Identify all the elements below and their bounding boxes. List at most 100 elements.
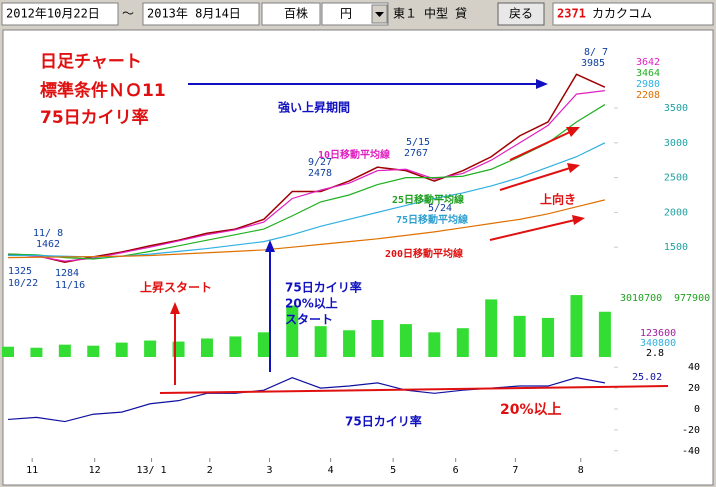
arrow-head — [572, 215, 585, 225]
price-label: 2478 — [308, 168, 332, 179]
ma-value: 3464 — [636, 68, 660, 79]
y-tick-label: 3000 — [664, 138, 688, 149]
arrow — [509, 131, 571, 161]
x-tick-label: 2 — [207, 465, 213, 476]
x-tick-label: 12 — [89, 465, 101, 476]
y-tick-label: 0 — [694, 404, 700, 415]
x-tick-label: 4 — [328, 465, 334, 476]
price-label: 5/24 — [428, 203, 452, 214]
series-line — [7, 377, 606, 423]
ma-label: 75日移動平均線 — [396, 213, 468, 226]
price-label: 8/ 7 — [584, 47, 608, 58]
ma-label: 25日移動平均線 — [392, 193, 464, 206]
plot: 1500 2000 2500 3000 3500 11 12 13/ 1 2 3 4 5 6 7 8 40 20… — [2, 73, 700, 476]
arrow — [499, 167, 571, 191]
volume-value: 123600 — [640, 328, 676, 339]
to-box[interactable] — [142, 2, 260, 26]
volume-bar — [115, 342, 128, 357]
series-line — [7, 73, 606, 263]
arrow-head — [567, 163, 580, 173]
y-tick-label: 40 — [688, 362, 700, 373]
back-button[interactable] — [497, 2, 545, 26]
stock-box — [552, 2, 714, 26]
volume-bar — [2, 346, 14, 357]
volume-bar — [229, 336, 242, 357]
arrow-head — [265, 240, 275, 252]
stock-code: 2371 — [557, 7, 586, 21]
from-box[interactable] — [1, 2, 119, 26]
volume-bar — [456, 328, 469, 357]
volume-bar — [399, 324, 412, 357]
series-line — [7, 90, 605, 262]
separator: ～ — [122, 7, 134, 21]
x-tick-label: 5 — [390, 465, 396, 476]
price-label: 10/22 — [8, 278, 38, 289]
volume-bar — [513, 315, 526, 357]
currency: 円 — [340, 7, 352, 21]
note: 上向き — [540, 192, 576, 207]
volume-bar — [286, 305, 299, 357]
volume-bar — [570, 295, 583, 357]
price-label: 9/27 — [308, 157, 332, 168]
threshold-line — [159, 385, 669, 394]
volume-bar — [371, 319, 384, 357]
price-label: 1284 — [55, 268, 79, 279]
volume-bar — [200, 338, 213, 357]
note: 日足チャート — [40, 52, 142, 72]
volume-bar — [428, 332, 441, 357]
unit: 百株 — [284, 6, 308, 21]
volume-bar — [314, 326, 327, 357]
lend: 貸 — [455, 6, 467, 21]
toolbar: 2012年10月22日 ～ 2013年 8月14日 百株 円 東１ 中型 貸 戻… — [1, 2, 714, 26]
ma-value: 2980 — [636, 79, 660, 90]
note: 20%以上 — [500, 402, 562, 418]
stock-name: カカクコム — [592, 7, 652, 21]
price-label: 5/15 — [406, 137, 430, 148]
series-line — [7, 199, 606, 259]
dropdown-arrow — [375, 12, 384, 17]
x-tick-label: 13/ 1 — [136, 465, 166, 476]
size: 中型 — [424, 6, 448, 21]
x-tick-label: 7 — [512, 465, 518, 476]
volume-value: 3010700 — [620, 293, 662, 304]
ma-value: 3642 — [636, 57, 660, 68]
ma-value: 2208 — [636, 90, 660, 101]
arrow — [489, 219, 576, 241]
note: 上昇スタート — [140, 280, 212, 295]
ma-label: 10日移動平均線 — [318, 148, 390, 161]
price-label: 3985 — [581, 58, 605, 69]
volume-bar — [542, 317, 555, 357]
x-tick-label: 11 — [26, 465, 38, 476]
x-tick-label: 6 — [453, 465, 459, 476]
volume-bar — [30, 347, 43, 357]
y-tick-label: 1500 — [664, 242, 688, 253]
arrow-head — [536, 79, 548, 89]
note: 75日カイリ率 — [40, 107, 149, 128]
y-tick-label: -40 — [682, 446, 700, 457]
market: 東１ — [393, 7, 417, 21]
volume-bar — [343, 330, 356, 357]
volume-bar — [87, 345, 100, 357]
price-label: 11/ 8 — [33, 228, 63, 239]
note: 75日カイリ率 — [285, 280, 362, 295]
y-tick-label: 3500 — [664, 103, 688, 114]
note: 75日カイリ率 — [345, 414, 422, 429]
price-label: 1325 — [8, 266, 32, 277]
note: 20%以上 — [285, 296, 338, 311]
volume-bar — [58, 344, 71, 357]
note: スタート — [285, 313, 333, 327]
volume-bar — [598, 311, 611, 357]
arrows — [159, 79, 669, 394]
ma-label: 200日移動平均線 — [385, 247, 463, 260]
y-tick-label: 20 — [688, 383, 700, 394]
back-label: 戻る — [509, 7, 533, 21]
volume-bar — [257, 332, 270, 357]
note: 強い上昇期間 — [278, 100, 350, 115]
chart-area — [2, 29, 714, 486]
y-tick-label: 2000 — [664, 207, 688, 218]
x-tick-label: 3 — [266, 465, 272, 476]
series-line — [7, 104, 606, 260]
volume-bar — [144, 340, 157, 357]
